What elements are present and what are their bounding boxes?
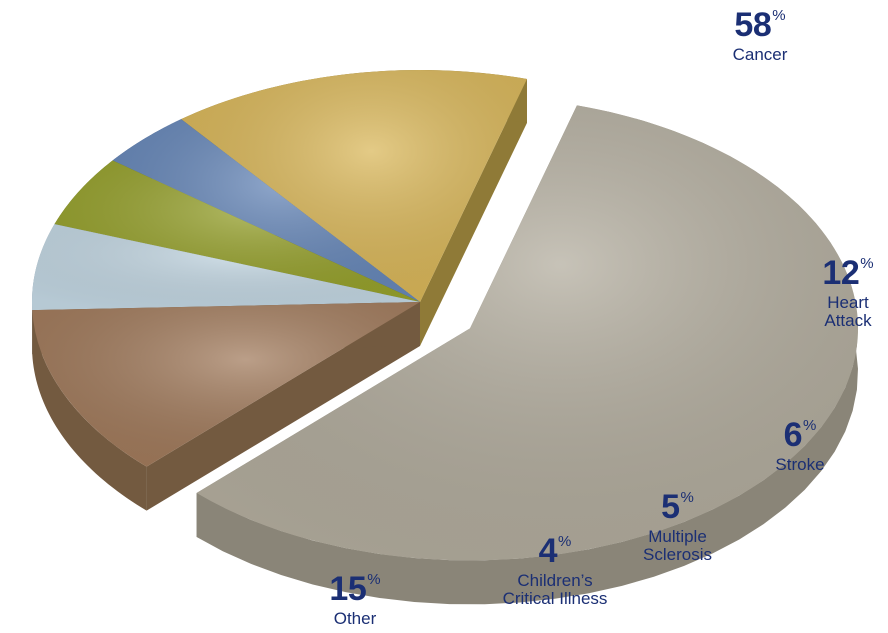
slice-wall-start-heart-attack	[146, 302, 420, 511]
percent-symbol: %	[772, 7, 786, 24]
value-multiple-sclerosis: 5	[661, 488, 680, 526]
slice-shine-cancer	[196, 105, 859, 561]
label-childrens-critical-illness: 4% Children’s Critical Illness	[480, 532, 630, 608]
percent-symbol: %	[860, 255, 874, 272]
name-heart-attack: Heart Attack	[824, 292, 872, 330]
percent-symbol: %	[558, 533, 572, 550]
value-heart-attack: 12	[822, 254, 860, 292]
name-multiple-sclerosis: Multiple Sclerosis	[643, 526, 712, 564]
label-stroke: 6% Stroke	[755, 416, 845, 474]
value-other: 15	[329, 570, 367, 608]
slice-shine-multiple-sclerosis	[54, 160, 420, 302]
value-childrens-critical-illness: 4	[538, 532, 558, 570]
slice-shine-children-s-critical-illness	[112, 119, 421, 302]
percent-symbol: %	[803, 417, 817, 434]
slice-shine-other	[181, 70, 527, 302]
slice-shine-stroke	[32, 224, 421, 311]
slice-shine-heart-attack	[32, 302, 420, 467]
slice-rim-heart-attack	[32, 310, 147, 511]
name-stroke: Stroke	[775, 454, 825, 474]
name-childrens-critical-illness: Children’s Critical Illness	[502, 570, 608, 608]
percent-symbol: %	[680, 489, 694, 506]
slice-rim-cancer	[196, 105, 858, 605]
label-cancer: 58% Cancer	[700, 6, 820, 64]
slice-wall-end-other	[420, 78, 527, 346]
percent-symbol: %	[367, 571, 381, 588]
name-cancer: Cancer	[732, 44, 788, 64]
name-other: Other	[333, 608, 377, 628]
value-cancer: 58	[734, 6, 772, 44]
label-other: 15% Other	[305, 570, 405, 628]
label-multiple-sclerosis: 5% Multiple Sclerosis	[620, 488, 735, 564]
slice-cancer	[196, 105, 859, 605]
value-stroke: 6	[783, 416, 803, 454]
label-heart-attack: 12% Heart Attack	[808, 254, 888, 330]
slice-heart-attack	[32, 302, 420, 511]
